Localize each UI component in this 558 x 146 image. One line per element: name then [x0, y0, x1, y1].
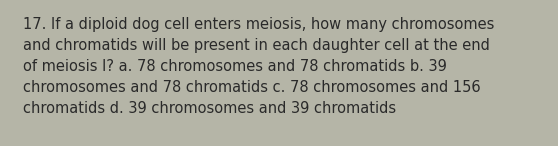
Text: 17. If a diploid dog cell enters meiosis, how many chromosomes
and chromatids wi: 17. If a diploid dog cell enters meiosis…	[23, 17, 494, 116]
